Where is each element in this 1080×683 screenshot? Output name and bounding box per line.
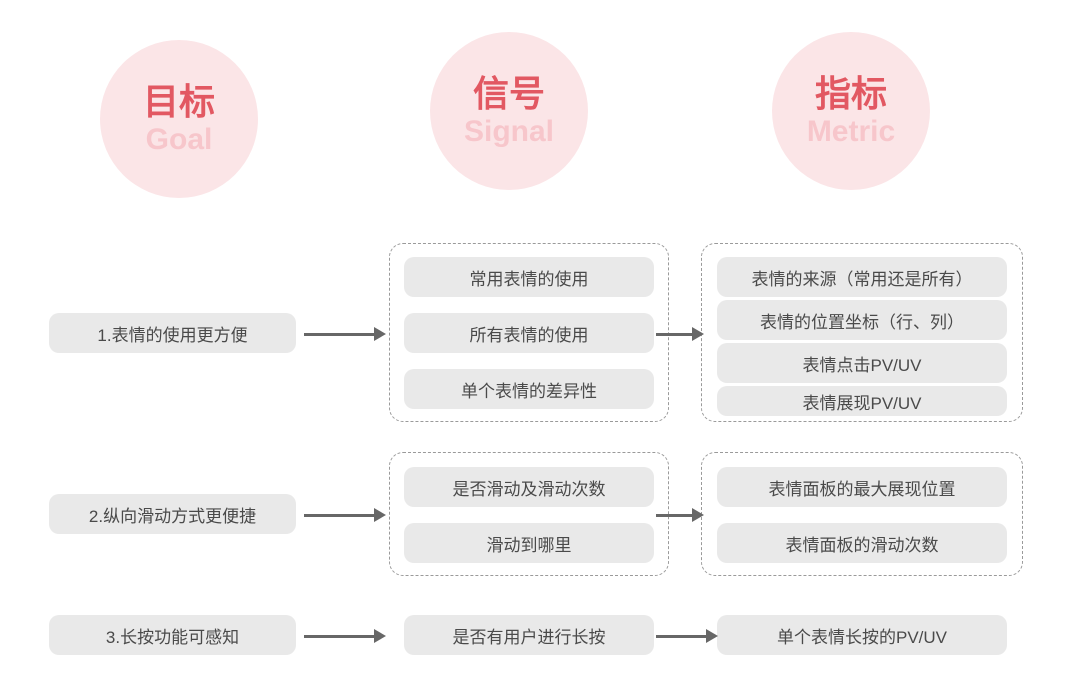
pill-text: 单个表情长按的PV/UV (777, 623, 947, 648)
arrow-head-icon (374, 629, 386, 643)
arrow-line (656, 333, 692, 336)
arrow-line (304, 514, 374, 517)
gsm-diagram: 目标Goal 信号Signal 指标Metric 1.表情的使用更方便 2.纵向… (0, 0, 1080, 683)
pill-text: 是否有用户进行长按 (453, 623, 606, 648)
metric-pill-2: 表情的位置坐标（行、列） (717, 300, 1007, 340)
arrow-head-icon (692, 508, 704, 522)
arrow-line (304, 635, 374, 638)
pill-text: 表情展现PV/UV (802, 389, 921, 414)
signal-pill-4: 是否滑动及滑动次数 (404, 467, 654, 507)
pill-text: 表情面板的最大展现位置 (769, 475, 956, 500)
metric-pill-6: 表情面板的滑动次数 (717, 523, 1007, 563)
arrow-goal-to-signal-2 (304, 508, 386, 522)
signal-pill-3: 单个表情的差异性 (404, 369, 654, 409)
arrow-signal-to-metric-1 (656, 327, 704, 341)
metric-pill-3: 表情点击PV/UV (717, 343, 1007, 383)
pill-text: 1.表情的使用更方便 (97, 321, 247, 346)
pill-text: 是否滑动及滑动次数 (453, 475, 606, 500)
pill-text: 表情点击PV/UV (802, 351, 921, 376)
arrow-head-icon (374, 327, 386, 341)
header-metric: 指标Metric (772, 32, 930, 190)
arrow-signal-to-metric-3 (656, 629, 718, 643)
arrow-line (656, 635, 706, 638)
goal-pill-3: 3.长按功能可感知 (49, 615, 296, 655)
arrow-line (304, 333, 374, 336)
pill-text: 滑动到哪里 (487, 531, 572, 556)
pill-text: 常用表情的使用 (470, 265, 589, 290)
arrow-goal-to-signal-3 (304, 629, 386, 643)
arrow-head-icon (374, 508, 386, 522)
header-metric-zh: 指标 (815, 74, 887, 114)
arrow-goal-to-signal-1 (304, 327, 386, 341)
pill-text: 3.长按功能可感知 (106, 623, 239, 648)
metric-pill-7: 单个表情长按的PV/UV (717, 615, 1007, 655)
arrow-signal-to-metric-2 (656, 508, 704, 522)
signal-pill-6: 是否有用户进行长按 (404, 615, 654, 655)
header-goal-en: Goal (146, 123, 213, 156)
header-metric-en: Metric (807, 115, 895, 148)
arrow-head-icon (706, 629, 718, 643)
goal-pill-2: 2.纵向滑动方式更便捷 (49, 494, 296, 534)
header-goal: 目标Goal (100, 40, 258, 198)
goal-pill-1: 1.表情的使用更方便 (49, 313, 296, 353)
header-goal-zh: 目标 (143, 82, 215, 122)
pill-text: 表情面板的滑动次数 (786, 531, 939, 556)
pill-text: 表情的来源（常用还是所有） (752, 265, 973, 290)
pill-text: 单个表情的差异性 (461, 377, 597, 402)
signal-pill-1: 常用表情的使用 (404, 257, 654, 297)
metric-pill-5: 表情面板的最大展现位置 (717, 467, 1007, 507)
metric-pill-1: 表情的来源（常用还是所有） (717, 257, 1007, 297)
arrow-head-icon (692, 327, 704, 341)
header-signal-en: Signal (464, 115, 554, 148)
signal-pill-5: 滑动到哪里 (404, 523, 654, 563)
signal-pill-2: 所有表情的使用 (404, 313, 654, 353)
arrow-line (656, 514, 692, 517)
header-signal-zh: 信号 (473, 74, 545, 114)
pill-text: 2.纵向滑动方式更便捷 (89, 502, 256, 527)
metric-pill-4: 表情展现PV/UV (717, 386, 1007, 416)
header-signal: 信号Signal (430, 32, 588, 190)
pill-text: 所有表情的使用 (470, 321, 589, 346)
pill-text: 表情的位置坐标（行、列） (760, 308, 964, 333)
